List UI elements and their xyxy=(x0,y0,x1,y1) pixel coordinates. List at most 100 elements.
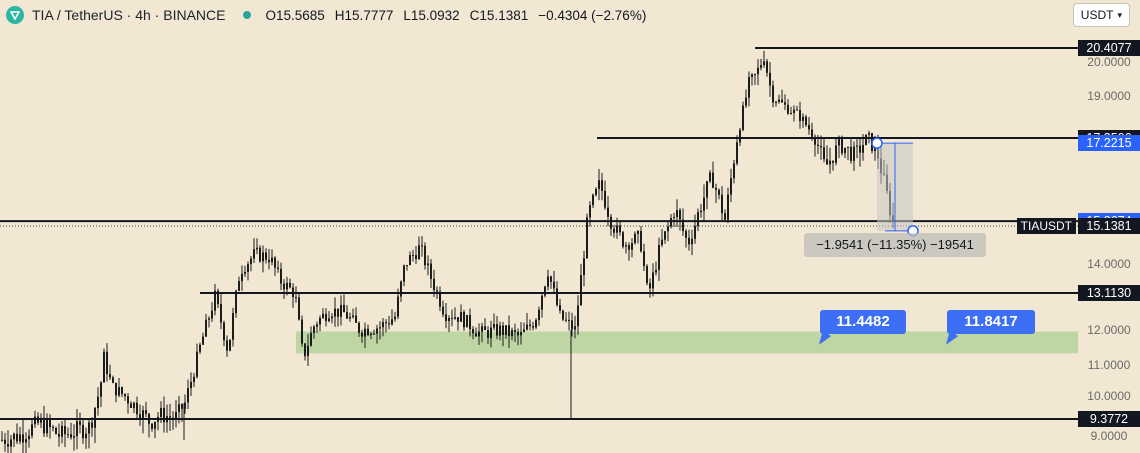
candle-body xyxy=(331,316,333,319)
candle-body xyxy=(667,226,669,232)
candle-body xyxy=(217,290,219,305)
candle-body xyxy=(247,264,249,273)
candle-body xyxy=(358,322,360,333)
candle-body xyxy=(760,65,762,68)
candle-body xyxy=(136,402,138,415)
level-price-label: 9.3772 xyxy=(1078,411,1140,427)
candle-body xyxy=(508,325,510,337)
candle-body xyxy=(436,290,438,292)
candle-body xyxy=(493,323,495,328)
candle-body xyxy=(115,382,117,396)
candle-body xyxy=(382,322,384,328)
candle-body xyxy=(211,310,213,319)
symbol-price-tag: TIAUSDT xyxy=(1016,218,1076,234)
candle-body xyxy=(370,333,372,336)
candle-body xyxy=(610,216,612,229)
candle-body xyxy=(682,219,684,232)
candle-body xyxy=(505,325,507,335)
candle-body xyxy=(430,263,432,279)
candle-body xyxy=(781,99,783,103)
candle-body xyxy=(307,345,309,357)
axis-tick-label: 19.0000 xyxy=(1087,89,1131,103)
candle-body xyxy=(334,308,336,317)
current-price-label: 15.1381 xyxy=(1078,218,1140,234)
candle-body xyxy=(790,113,792,115)
candle-body xyxy=(391,319,393,325)
candle-body xyxy=(808,124,810,130)
candle-body xyxy=(754,74,756,76)
candle-body xyxy=(634,233,636,244)
candle-body xyxy=(721,194,723,214)
candle-body xyxy=(1,439,3,441)
chart-header: TIA / TetherUS · 4h · BINANCE O15.5685 H… xyxy=(6,4,646,26)
candle-body xyxy=(811,129,813,137)
candle-body xyxy=(625,245,627,247)
candle-body xyxy=(109,374,111,378)
candle-body xyxy=(568,319,570,321)
candle-body xyxy=(466,315,468,328)
axis-tick-label: 10.0000 xyxy=(1087,389,1131,403)
candle-body xyxy=(475,333,477,337)
candle-body xyxy=(418,245,420,260)
candle-body xyxy=(658,245,660,270)
candle-body xyxy=(478,331,480,337)
candle-body xyxy=(409,255,411,266)
candle-body xyxy=(673,216,675,219)
candle-body xyxy=(298,297,300,320)
candle-body xyxy=(562,310,564,320)
candle-body xyxy=(547,276,549,287)
candle-body xyxy=(403,265,405,282)
symbol-title[interactable]: TIA / TetherUS · 4h · BINANCE xyxy=(32,7,226,23)
candle-body xyxy=(7,443,9,447)
candle-body xyxy=(451,318,453,320)
candle-body xyxy=(61,425,63,437)
candle-body xyxy=(106,351,108,375)
price-callout[interactable]: 11.4482 xyxy=(820,310,906,334)
candle-body xyxy=(838,137,840,146)
candle-body xyxy=(73,436,75,438)
candle-body xyxy=(736,142,738,164)
candle-body xyxy=(280,268,282,284)
candle-body xyxy=(88,422,90,434)
price-callout[interactable]: 11.8417 xyxy=(947,310,1035,334)
candle-body xyxy=(784,102,786,105)
candle-body xyxy=(676,210,678,217)
candle-body xyxy=(463,312,465,328)
candle-body xyxy=(607,207,609,217)
candle-body xyxy=(520,331,522,336)
candle-body xyxy=(202,336,204,345)
candle-body xyxy=(223,322,225,341)
axis-tick-label: 20.0000 xyxy=(1087,55,1131,69)
candle-body xyxy=(649,283,651,289)
candle-body xyxy=(727,194,729,220)
candle-body xyxy=(601,180,603,191)
candle-body xyxy=(637,231,639,234)
candle-body xyxy=(433,278,435,291)
candle-body xyxy=(499,325,501,336)
candle-body xyxy=(79,421,81,425)
candle-body xyxy=(490,327,492,338)
candle-body xyxy=(523,329,525,332)
candle-body xyxy=(91,422,93,428)
candle-body xyxy=(655,269,657,273)
candle-body xyxy=(706,181,708,198)
candle-body xyxy=(538,309,540,321)
candle-body xyxy=(232,313,234,340)
candle-body xyxy=(778,99,780,103)
candle-body xyxy=(295,297,297,299)
candle-body xyxy=(82,424,84,439)
candle-body xyxy=(367,328,369,336)
candle-body xyxy=(763,61,765,66)
candle-body xyxy=(310,332,312,346)
candle-body xyxy=(445,314,447,322)
candle-body xyxy=(415,255,417,260)
candle-body xyxy=(394,316,396,320)
candle-body xyxy=(481,326,483,332)
candle-body xyxy=(799,109,801,121)
candle-body xyxy=(496,323,498,336)
currency-selector[interactable]: USDT ▾ xyxy=(1072,3,1130,27)
candle-body xyxy=(319,317,321,325)
candle-body xyxy=(406,265,408,267)
candle-body xyxy=(517,332,519,336)
